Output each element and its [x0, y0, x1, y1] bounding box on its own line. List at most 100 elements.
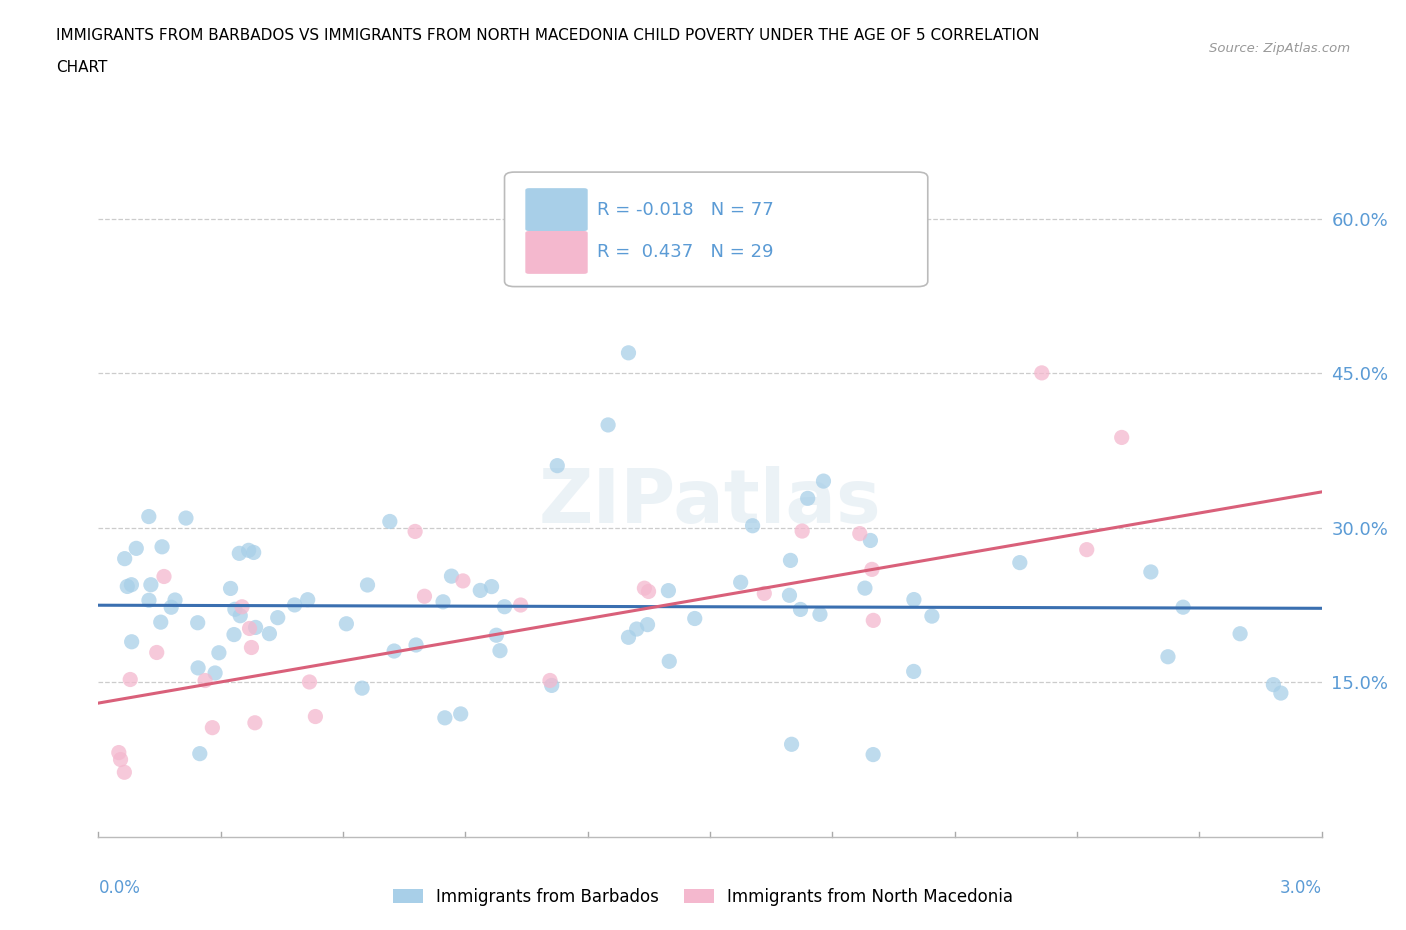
Point [153, 569, 176, 584]
Point [382, 644, 405, 658]
Point [862, 747, 884, 762]
Point [433, 711, 456, 725]
Text: ZIPatlas: ZIPatlas [538, 466, 882, 538]
Text: Source: ZipAtlas.com: Source: ZipAtlas.com [1209, 42, 1350, 55]
FancyBboxPatch shape [505, 172, 928, 286]
Point [617, 630, 640, 644]
Point [224, 602, 246, 617]
Text: R = -0.018   N = 77: R = -0.018 N = 77 [598, 201, 775, 219]
Point [1270, 685, 1292, 700]
Point [470, 583, 492, 598]
Point [222, 627, 245, 642]
Point [598, 418, 620, 432]
Point [657, 583, 679, 598]
Point [120, 672, 142, 687]
Point [228, 546, 250, 561]
Point [730, 575, 752, 590]
Point [150, 539, 173, 554]
Point [335, 617, 357, 631]
Point [112, 764, 135, 779]
Point [485, 628, 508, 643]
Point [451, 574, 474, 589]
Point [188, 746, 211, 761]
Point [194, 673, 217, 688]
Point [683, 611, 706, 626]
Point [298, 674, 321, 689]
Point [121, 634, 143, 649]
Point [1263, 677, 1285, 692]
Point [489, 644, 512, 658]
Point [120, 578, 142, 592]
Point [304, 709, 326, 724]
Point [540, 678, 562, 693]
Point [259, 626, 281, 641]
Point [432, 594, 454, 609]
Legend: Immigrants from Barbados, Immigrants from North Macedonia: Immigrants from Barbados, Immigrants fro… [387, 881, 1019, 912]
Point [849, 526, 872, 541]
Point [813, 473, 835, 488]
Point [1031, 365, 1053, 380]
Point [243, 715, 266, 730]
Text: CHART: CHART [56, 60, 108, 75]
Point [356, 578, 378, 592]
Point [741, 518, 763, 533]
Point [658, 654, 681, 669]
Point [238, 543, 260, 558]
Point [125, 541, 148, 556]
Point [903, 664, 925, 679]
Point [108, 745, 131, 760]
FancyBboxPatch shape [526, 188, 588, 231]
Point [494, 599, 516, 614]
Point [440, 568, 463, 583]
Point [538, 673, 561, 688]
Point [138, 592, 160, 607]
Point [1076, 542, 1098, 557]
Point [138, 509, 160, 524]
Point [297, 592, 319, 607]
Point [267, 610, 290, 625]
Point [160, 600, 183, 615]
Point [219, 581, 242, 596]
Point [862, 613, 884, 628]
Point [509, 598, 531, 613]
Point [187, 660, 209, 675]
Point [796, 491, 818, 506]
Point [808, 607, 831, 622]
Point [352, 681, 374, 696]
Point [378, 514, 401, 529]
Point [208, 645, 231, 660]
Text: 3.0%: 3.0% [1279, 879, 1322, 897]
Point [229, 608, 252, 623]
Point [149, 615, 172, 630]
Point [284, 597, 307, 612]
Point [114, 551, 136, 566]
Point [633, 580, 655, 595]
Point [853, 580, 876, 595]
Point [1171, 600, 1194, 615]
Point [117, 579, 139, 594]
Point [481, 579, 503, 594]
Point [637, 584, 659, 599]
Point [231, 599, 253, 614]
Text: IMMIGRANTS FROM BARBADOS VS IMMIGRANTS FROM NORTH MACEDONIA CHILD POVERTY UNDER : IMMIGRANTS FROM BARBADOS VS IMMIGRANTS F… [56, 28, 1039, 43]
Point [145, 645, 167, 660]
Point [413, 589, 436, 604]
Point [404, 524, 426, 538]
Point [778, 588, 800, 603]
Point [859, 533, 882, 548]
Point [110, 752, 132, 767]
Point [1140, 565, 1163, 579]
Point [242, 545, 264, 560]
Point [780, 737, 803, 751]
Point [754, 586, 776, 601]
Point [789, 602, 811, 617]
Point [238, 621, 260, 636]
Point [617, 345, 640, 360]
Point [245, 620, 267, 635]
Point [626, 621, 648, 636]
Point [163, 592, 186, 607]
Point [1008, 555, 1031, 570]
Point [201, 720, 224, 735]
Point [240, 640, 263, 655]
Point [405, 638, 427, 653]
